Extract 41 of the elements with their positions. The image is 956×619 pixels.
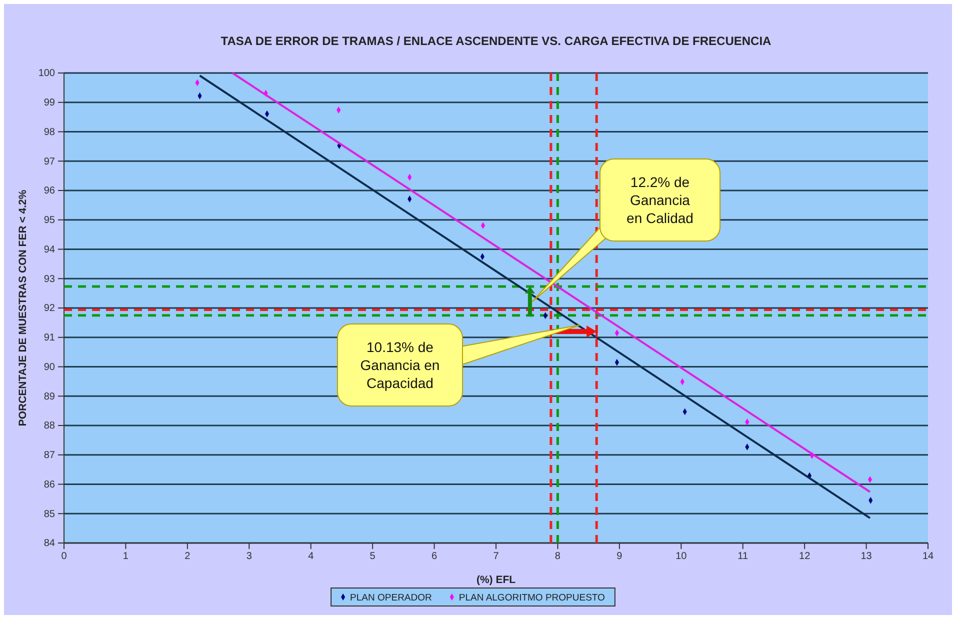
chart-title: TASA DE ERROR DE TRAMAS / ENLACE ASCENDENTE VS. CARGA EFECTIVA DE FRECUENCIA [220,34,772,48]
x-tick-label: 11 [738,551,748,562]
y-tick-label: 95 [44,215,56,226]
y-tick-label: 96 [44,186,56,197]
x-tick-label: 7 [493,551,500,562]
y-tick-label: 93 [44,274,56,285]
y-tick-label: 87 [44,450,56,462]
y-tick-label: 98 [44,126,56,138]
y-tick-label: 92 [44,303,56,314]
x-axis-title: (%) EFL [476,574,516,586]
y-axis-title: PORCENTAJE DE MUESTRAS CON FER < 4.2% [17,189,29,426]
callout: 12.2% de Ganancia en Calidad [532,158,720,302]
y-tick-label: 94 [44,244,56,256]
y-tick-label: 90 [44,362,56,373]
y-tick-label: 86 [44,479,56,490]
x-tick-label: 0 [61,551,68,562]
x-tick-label: 3 [246,551,252,562]
y-tick-label: 97 [44,156,56,168]
x-tick-label: 9 [616,551,623,562]
annotation: 10.13% de Ganancia en Capacidad [360,339,440,391]
y-tick-label: 100 [38,68,56,80]
y-tick-label: 84 [44,538,56,550]
x-tick-label: 13 [860,551,872,562]
callout: 10.13% de Ganancia en Capacidad [337,324,580,406]
x-tick-label: 10 [676,551,688,562]
annotation: 12.2% de Ganancia en Calidad [626,174,694,226]
x-tick-label: 2 [184,551,191,562]
y-tick-label: 91 [44,332,56,344]
x-tick-label: 4 [308,551,314,562]
x-tick-label: 1 [122,551,129,562]
y-tick-label: 88 [44,420,56,432]
y-tick-label: 89 [44,391,56,402]
legend-label: PLAN ALGORITMO PROPUESTO [458,592,605,604]
y-tick-label: 99 [44,98,56,109]
x-tick-label: 5 [370,551,376,562]
y-tick-label: 85 [44,508,56,520]
x-tick-label: 6 [432,551,438,562]
x-tick-label: 12 [799,551,811,562]
legend-label: PLAN OPERADOR [350,592,432,604]
x-tick-label: 8 [554,551,561,562]
x-tick-label: 14 [922,551,934,562]
